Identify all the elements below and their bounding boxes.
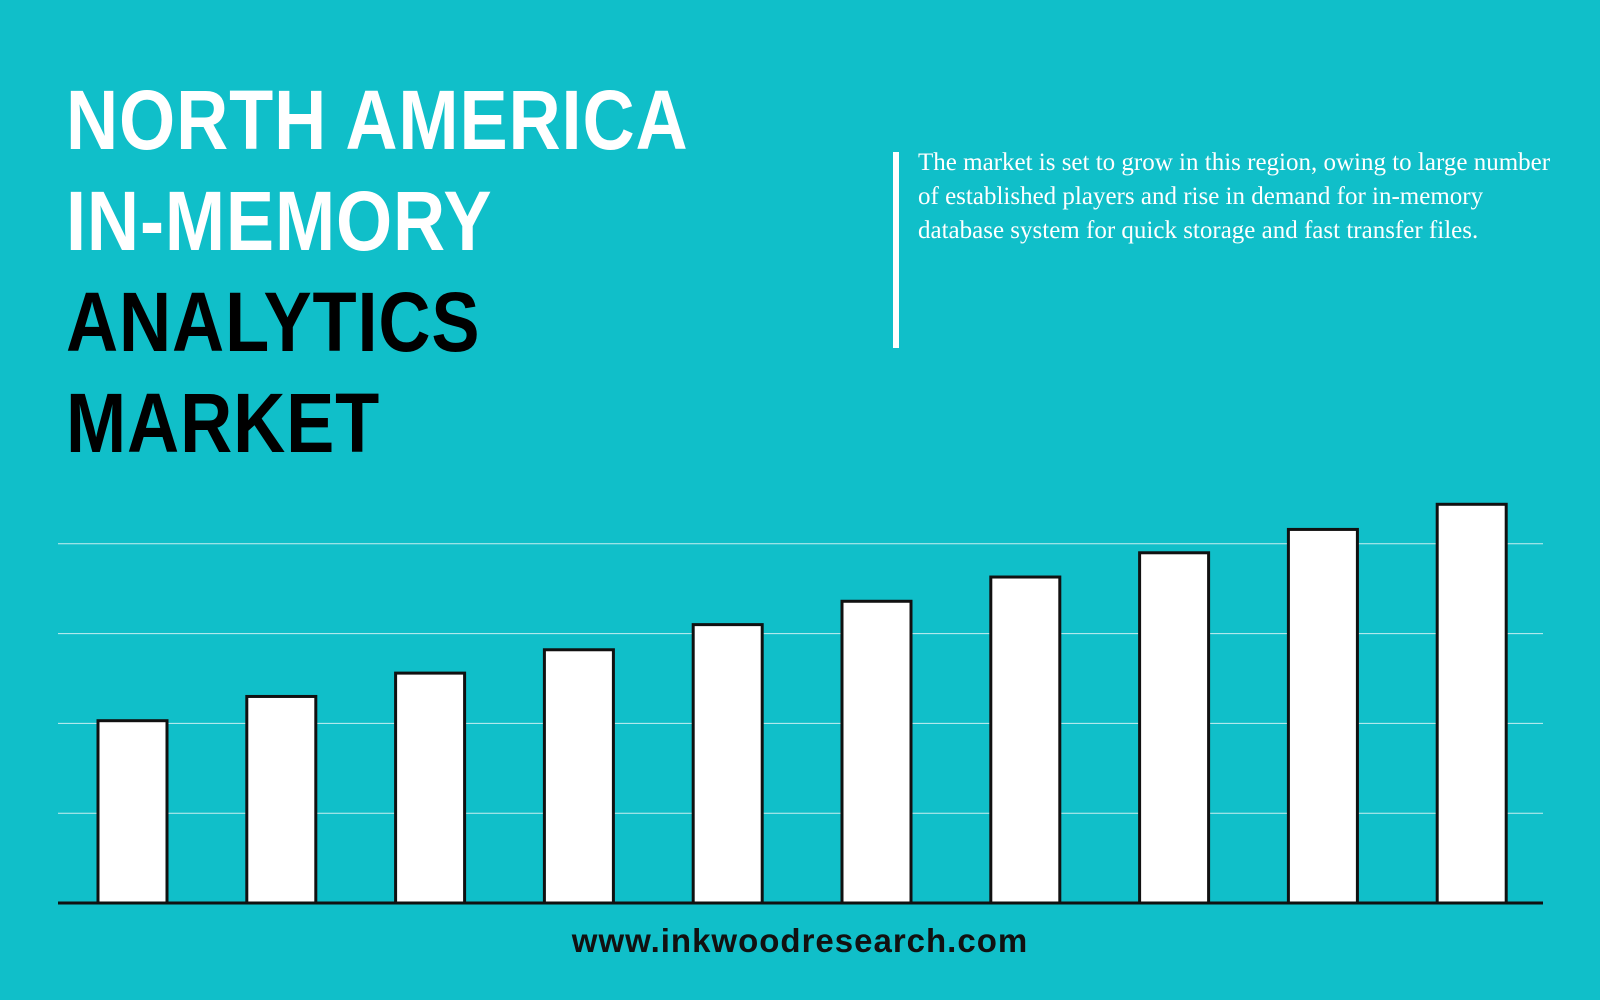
- bar: [840, 599, 913, 905]
- description: The market is set to grow in this region…: [918, 149, 1551, 244]
- bar: [691, 623, 764, 905]
- description-rule: [893, 152, 899, 348]
- title-line: MARKET: [66, 376, 381, 470]
- bar: [989, 575, 1062, 905]
- title-line: ANALYTICS: [66, 275, 481, 369]
- bar: [1286, 527, 1359, 905]
- bar: [394, 671, 467, 905]
- title-line: IN-MEMORY: [66, 174, 493, 268]
- bar: [245, 694, 318, 905]
- footer-url: www.inkwoodresearch.com: [571, 922, 1029, 959]
- bar: [542, 648, 615, 905]
- title-line: NORTH AMERICA: [66, 73, 689, 167]
- bar: [96, 719, 169, 905]
- bar: [1138, 551, 1211, 905]
- bar: [1435, 502, 1508, 905]
